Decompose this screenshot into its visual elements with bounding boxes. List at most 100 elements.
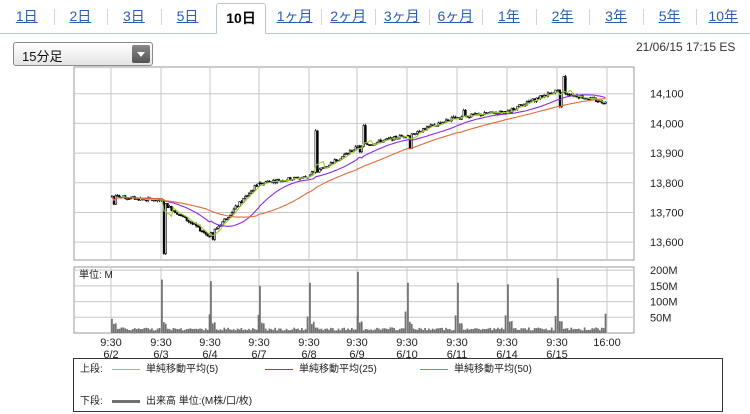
candle — [520, 104, 523, 106]
tab-6[interactable]: 1ヶ月 — [276, 8, 313, 24]
volume-bar — [174, 328, 177, 333]
volume-bar — [227, 327, 229, 333]
volume-bar — [476, 328, 478, 333]
volume-bar — [372, 330, 375, 333]
volume-bar — [529, 330, 532, 333]
interval-select-value: 15分足 — [22, 49, 63, 64]
volume-bar — [552, 330, 555, 333]
volume-bar — [447, 329, 449, 333]
volume-bar — [274, 327, 277, 333]
volume-bar — [162, 322, 165, 333]
volume-bar — [562, 328, 565, 333]
volume-bar — [541, 328, 544, 333]
x-tick-time: 9:30 — [396, 337, 417, 349]
volume-tick-label: 150M — [650, 281, 678, 293]
volume-bar — [229, 329, 231, 333]
candle — [364, 125, 367, 145]
volume-bar — [591, 328, 594, 333]
volume-bar — [164, 323, 167, 333]
candle — [310, 171, 313, 176]
volume-bar — [276, 330, 278, 333]
volume-bar — [289, 330, 292, 333]
volume-bar — [512, 328, 515, 333]
tab-3[interactable]: 3日 — [123, 8, 145, 24]
volume-bar — [462, 329, 465, 333]
candle — [244, 196, 247, 199]
volume-bar — [151, 328, 153, 333]
volume-bar — [548, 330, 551, 333]
tab-2[interactable]: 2日 — [69, 8, 92, 24]
price-tick-label: 13,600 — [650, 237, 684, 249]
candle — [345, 153, 348, 155]
tab-10[interactable]: 1年 — [498, 8, 520, 24]
chevron-down-icon[interactable] — [132, 45, 150, 63]
legend-volume: 出来高 単位:(M株/口/枚) — [112, 395, 252, 409]
volume-bar — [516, 329, 519, 333]
volume-bar — [514, 328, 517, 333]
volume-bar — [398, 329, 401, 333]
volume-bar — [135, 329, 138, 333]
volume-bar — [557, 278, 559, 333]
volume-bar — [433, 329, 436, 333]
volume-bar — [322, 330, 325, 333]
legend-volume-swatch — [112, 399, 140, 403]
volume-bar — [251, 328, 254, 333]
tab-14[interactable]: 10年 — [708, 8, 738, 24]
tab-5[interactable]: 10日 — [216, 3, 266, 34]
volume-bar — [543, 329, 545, 333]
volume-bar — [450, 330, 453, 333]
volume-bar — [545, 328, 547, 333]
volume-bar — [554, 315, 557, 333]
volume-bar — [387, 329, 390, 333]
volume-bar — [283, 330, 286, 333]
volume-bar — [416, 329, 419, 333]
volume-bar — [437, 328, 440, 333]
volume-bar — [574, 328, 576, 333]
volume-bar — [460, 323, 463, 333]
volume-bar — [166, 328, 169, 333]
candle — [230, 212, 233, 216]
volume-bar — [189, 328, 192, 333]
tab-7[interactable]: 2ヶ月 — [330, 8, 367, 24]
legend-ma50: 単純移動平均(50) — [420, 363, 532, 377]
candle — [320, 167, 323, 170]
volume-bar — [268, 328, 271, 333]
tab-separator — [642, 9, 644, 25]
candle — [602, 102, 605, 105]
price-tick-label: 14,100 — [650, 89, 684, 101]
volume-bar — [510, 321, 513, 333]
volume-bar — [402, 328, 405, 333]
volume-bar — [278, 328, 280, 333]
tab-12[interactable]: 3年 — [605, 8, 627, 24]
volume-bar — [210, 281, 212, 333]
volume-bar — [443, 330, 445, 333]
tab-11[interactable]: 2年 — [551, 8, 574, 24]
tab-9[interactable]: 6ヶ月 — [437, 8, 474, 24]
volume-bar — [498, 329, 501, 333]
volume-bar — [585, 330, 588, 333]
interval-select[interactable]: 15分足 — [13, 42, 153, 66]
candle — [179, 214, 183, 216]
volume-bar — [493, 328, 495, 333]
volume-bar — [312, 321, 315, 333]
period-tabs: 1日 2日 3日 5日 10日 1ヶ月 2ヶ月 3ヶ月 6ヶ月 1年 2年 3年 5年 10年 — [0, 0, 750, 34]
volume-bar — [487, 328, 490, 333]
volume-bar — [550, 327, 553, 333]
price-tick-label: 13,700 — [650, 207, 684, 219]
volume-bar — [485, 328, 488, 333]
tab-8[interactable]: 3ヶ月 — [383, 8, 420, 24]
volume-bar — [337, 328, 340, 333]
volume-bar — [533, 328, 536, 333]
volume-bar — [333, 330, 336, 333]
tab-4[interactable]: 5日 — [176, 8, 199, 24]
volume-bar — [255, 329, 258, 333]
legend-volume-label: 出来高 単位:(M株/口/枚) — [146, 396, 253, 407]
candle — [350, 150, 353, 153]
price-panel-frame — [73, 66, 635, 261]
volume-bar — [215, 329, 218, 333]
volume-bar — [579, 329, 582, 333]
volume-bar — [244, 329, 247, 333]
tab-1[interactable]: 1日 — [15, 8, 38, 24]
tab-13[interactable]: 5年 — [658, 8, 681, 24]
volume-bar — [576, 328, 578, 333]
